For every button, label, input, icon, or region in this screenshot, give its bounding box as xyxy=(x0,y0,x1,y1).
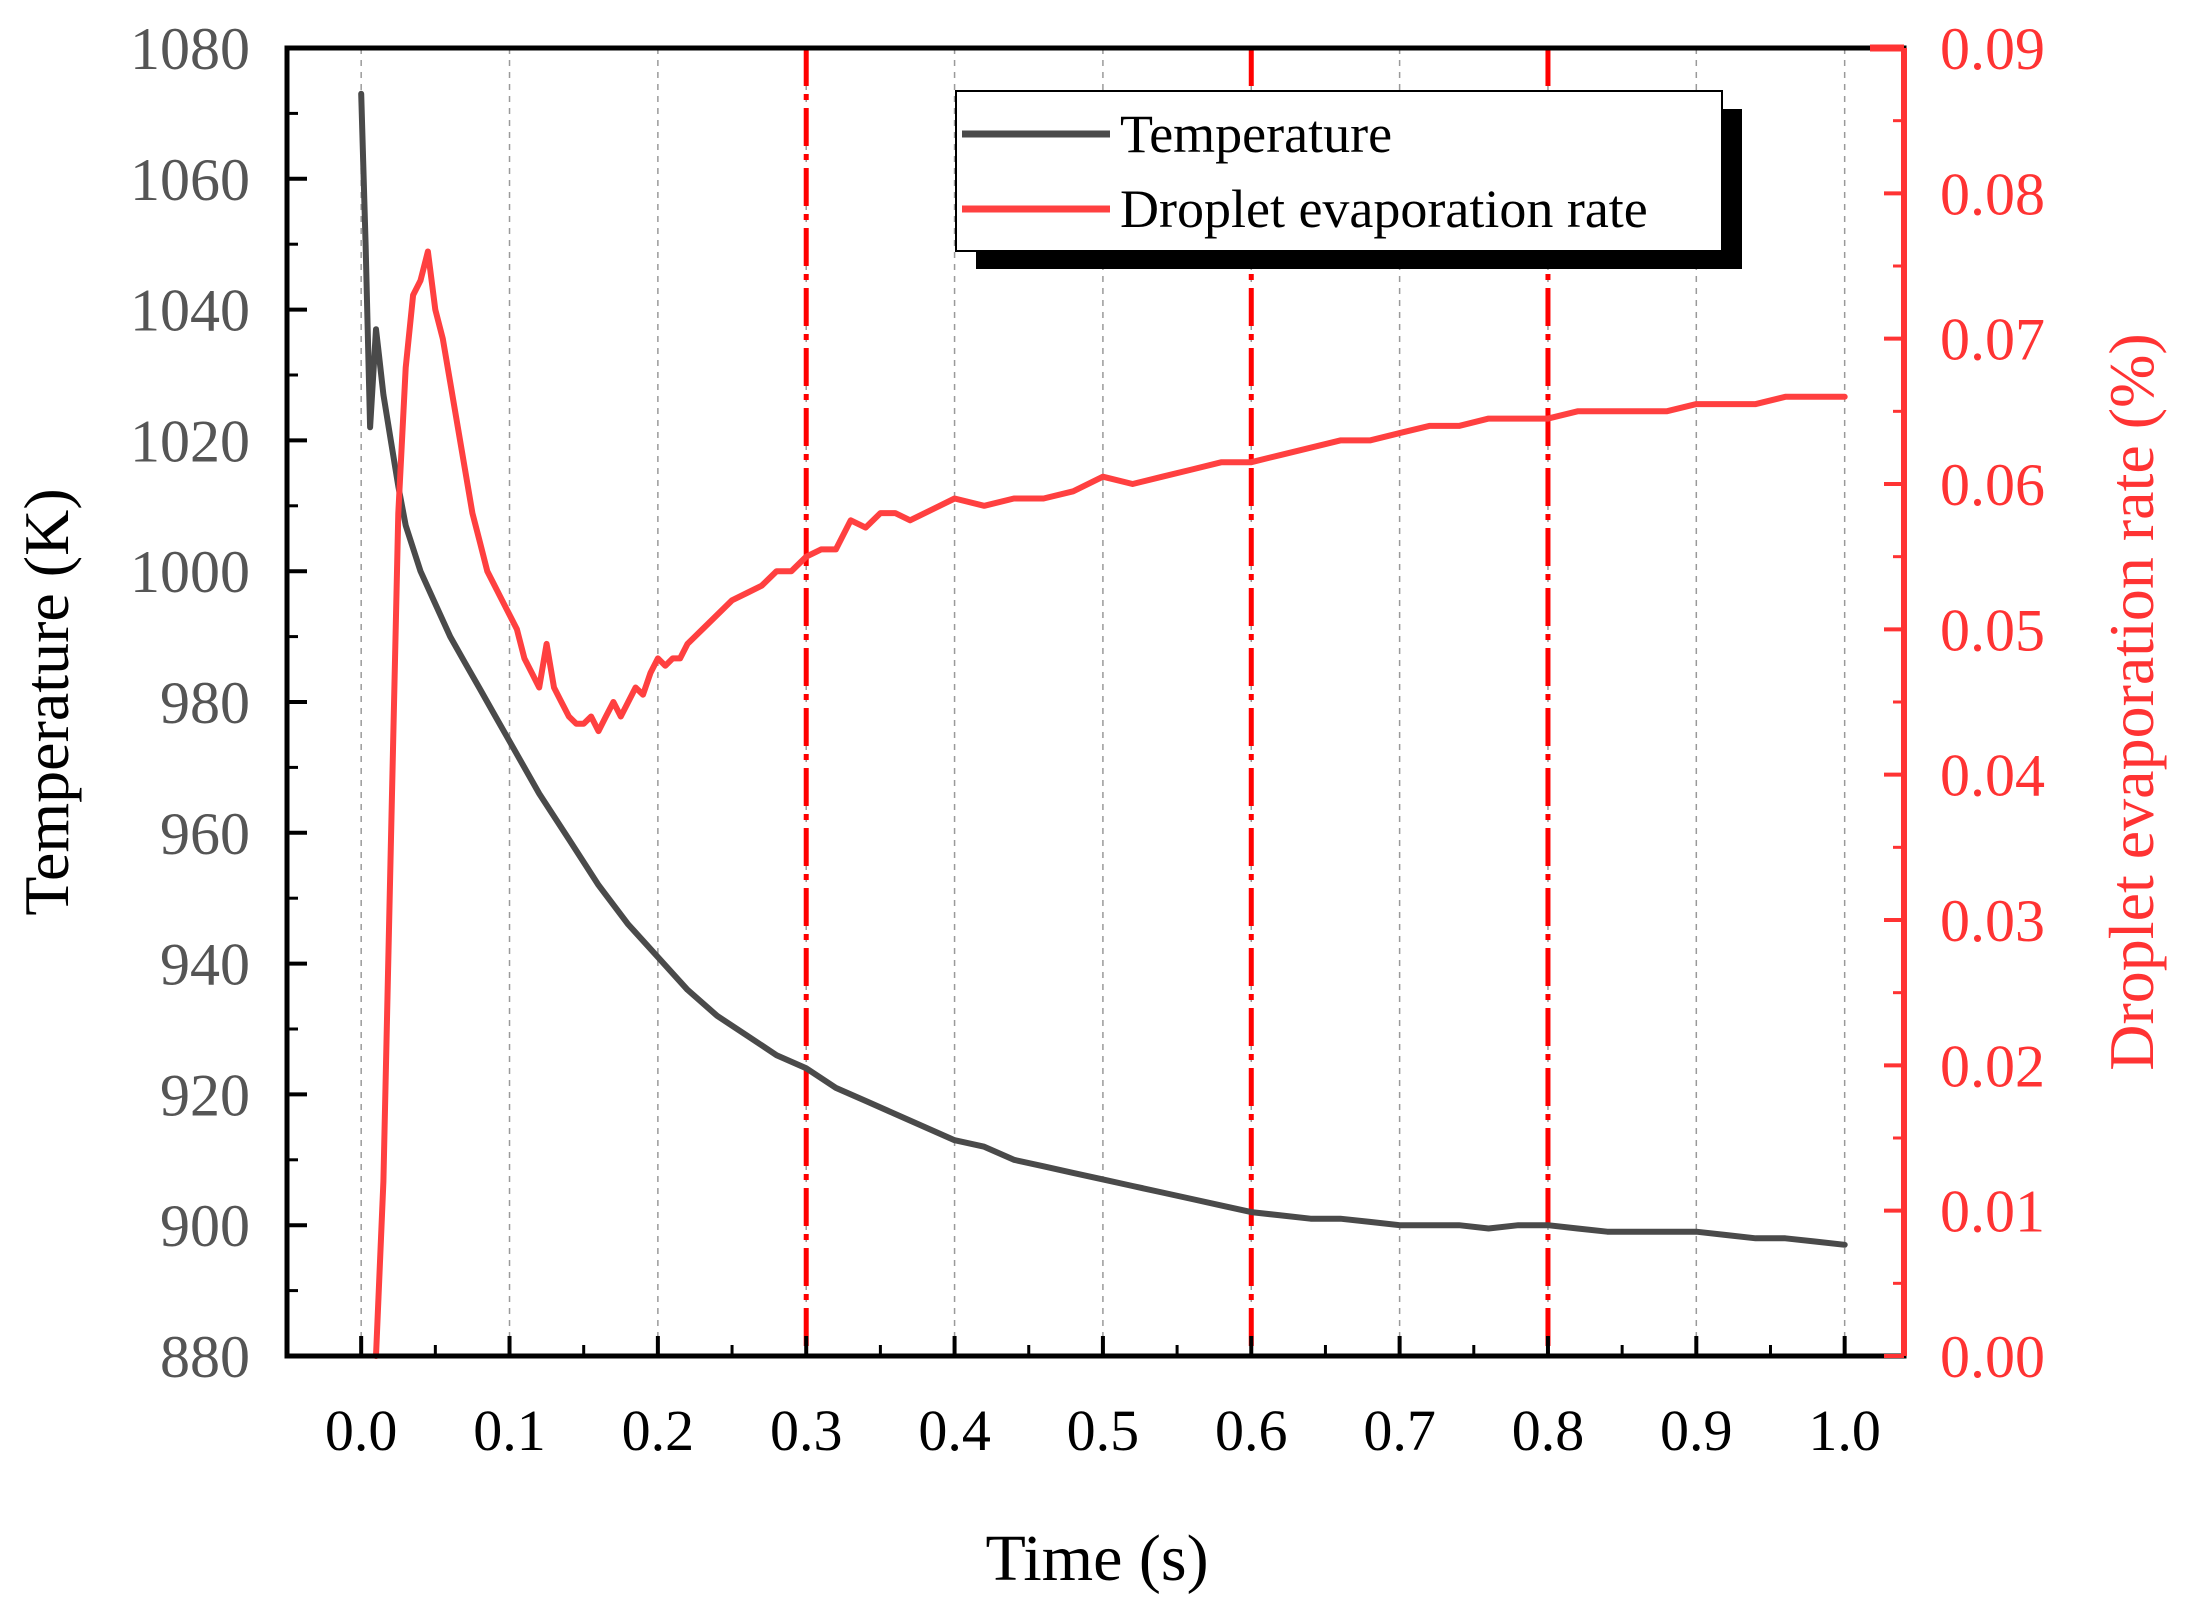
x-axis: 0.0 0.1 0.2 0.3 0.4 0.5 0.6 0.7 0.8 0.9 1.0 xyxy=(325,1336,1881,1463)
legend-label-temperature: Temperature xyxy=(1120,104,1392,164)
left-tick-label-1040: 1040 xyxy=(130,278,250,344)
left-tick-label-1060: 1060 xyxy=(130,147,250,213)
right-tick-label-0.07: 0.07 xyxy=(1940,307,2045,373)
right-axis: 0.00 0.01 0.02 0.03 0.04 0.05 0.06 0.07 0.08 0.09 xyxy=(1884,16,2045,1390)
left-tick-label-980: 980 xyxy=(160,670,250,736)
right-tick-label-0.04: 0.04 xyxy=(1940,743,2045,809)
left-tick-label-880: 880 xyxy=(160,1324,250,1390)
right-axis-label: Droplet evaporation rate (%) xyxy=(2096,333,2167,1070)
series-line-temperature xyxy=(358,90,1848,1248)
right-tick-label-0.09: 0.09 xyxy=(1940,16,2045,82)
x-tick-label-0.0: 0.0 xyxy=(325,1398,398,1463)
right-tick-label-0.01: 0.01 xyxy=(1940,1179,2045,1245)
left-tick-label-960: 960 xyxy=(160,801,250,867)
x-axis-label: Time (s) xyxy=(985,1522,1208,1595)
left-tick-label-1000: 1000 xyxy=(130,539,250,605)
left-axis: 880 900 920 940 960 980 1000 1020 1040 1060 1080 xyxy=(130,16,307,1390)
legend: Temperature Droplet evaporation rate xyxy=(955,90,1742,269)
legend-label-evaporation: Droplet evaporation rate xyxy=(1120,179,1648,239)
left-tick-label-920: 920 xyxy=(160,1062,250,1128)
left-tick-label-1080: 1080 xyxy=(130,16,250,82)
right-tick-label-0.06: 0.06 xyxy=(1940,452,2045,518)
right-tick-label-0.03: 0.03 xyxy=(1940,888,2045,954)
x-tick-label-0.3: 0.3 xyxy=(770,1398,843,1463)
x-tick-label-0.8: 0.8 xyxy=(1512,1398,1585,1463)
x-tick-label-0.1: 0.1 xyxy=(473,1398,546,1463)
right-tick-label-0.02: 0.02 xyxy=(1940,1033,2045,1099)
x-tick-label-0.2: 0.2 xyxy=(622,1398,695,1463)
right-tick-label-0.05: 0.05 xyxy=(1940,597,2045,663)
x-tick-label-0.7: 0.7 xyxy=(1363,1398,1436,1463)
right-tick-label-0.08: 0.08 xyxy=(1940,161,2045,227)
x-tick-label-0.5: 0.5 xyxy=(1067,1398,1140,1463)
left-axis-label: Temperature (K) xyxy=(11,488,82,915)
left-tick-label-940: 940 xyxy=(160,932,250,998)
series-layer xyxy=(358,90,1848,1359)
left-tick-label-900: 900 xyxy=(160,1193,250,1259)
x-tick-label-0.9: 0.9 xyxy=(1660,1398,1733,1463)
series-line-evaporation-rate xyxy=(373,248,1848,1359)
x-tick-label-0.6: 0.6 xyxy=(1215,1398,1288,1463)
x-tick-label-0.4: 0.4 xyxy=(918,1398,991,1463)
right-tick-label-0.00: 0.00 xyxy=(1940,1324,2045,1390)
x-tick-label-1.0: 1.0 xyxy=(1808,1398,1881,1463)
left-tick-label-1020: 1020 xyxy=(130,408,250,474)
legend-box xyxy=(955,90,1723,252)
